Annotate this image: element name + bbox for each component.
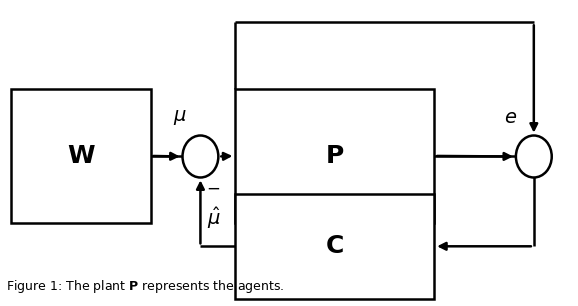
- Circle shape: [183, 136, 218, 177]
- Text: $-$: $-$: [206, 179, 221, 197]
- Text: W: W: [67, 144, 95, 168]
- Text: C: C: [325, 234, 344, 258]
- Text: $\hat{\mu}$: $\hat{\mu}$: [208, 206, 221, 231]
- Text: Figure 1: The plant $\mathbf{P}$ represents the agents.: Figure 1: The plant $\mathbf{P}$ represe…: [6, 278, 285, 295]
- Text: $e$: $e$: [504, 108, 517, 127]
- Text: $\mu$: $\mu$: [173, 108, 187, 127]
- Circle shape: [516, 136, 552, 177]
- Bar: [235, 194, 434, 299]
- Bar: [235, 89, 434, 223]
- Bar: [12, 89, 151, 223]
- Text: P: P: [325, 144, 344, 168]
